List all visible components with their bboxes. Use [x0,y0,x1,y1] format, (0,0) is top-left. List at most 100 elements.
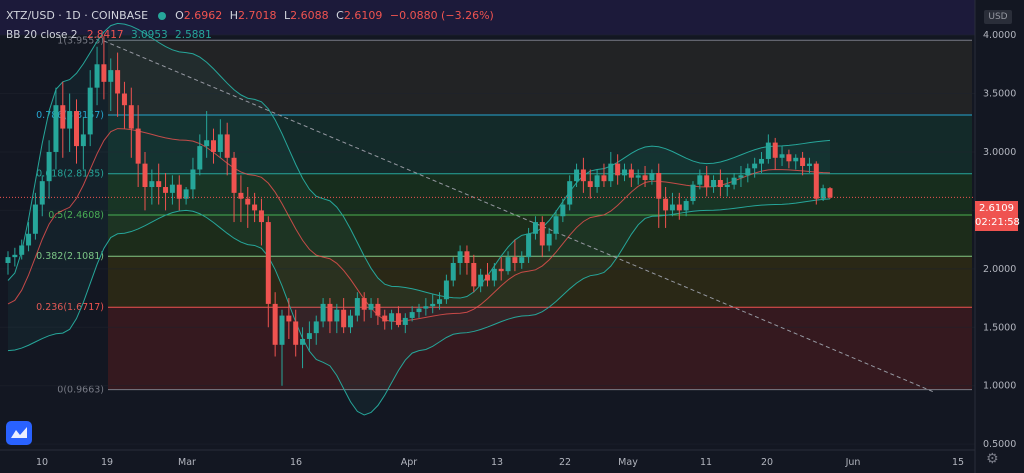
candle-body [519,257,525,263]
candle-body [437,299,443,304]
candle-body [60,105,66,129]
candle-body [546,233,552,246]
candle-body [793,157,799,162]
candle-body [300,338,306,345]
bollinger-name: BB 20 close 2 [6,29,78,41]
bollinger-upper-line [7,22,831,299]
candle-body [478,274,484,287]
candle-body [67,111,73,129]
candle-body [800,157,806,166]
candle-body [642,175,648,180]
candle-body [560,204,566,217]
price-tick-label: 1.5000 [983,322,1016,333]
candle-body [567,181,573,205]
time-tick-label: 19 [101,457,113,468]
candle-body [320,303,326,322]
fib-zone [108,256,972,308]
candle-body [786,154,792,162]
candle-body [416,308,422,313]
candle-body [245,198,251,205]
candle-body [101,64,107,82]
symbol-label[interactable]: XTZ/USD · 1D · COINBASE [6,9,149,22]
candle-body [491,268,497,281]
price-tick-label: 2.0000 [983,264,1016,275]
gear-icon[interactable]: ⚙ [986,451,999,467]
candle-body [5,257,11,263]
open-value: 2.6962 [183,9,223,22]
candle-body [183,189,189,199]
candle-body [128,105,134,129]
candle-body [628,169,634,178]
change-value: −0.0880 (−3.26%) [389,9,494,22]
candle-body [423,306,429,309]
fib-label: 0.618(2.8135) [36,169,104,180]
candle-body [368,303,374,310]
candle-body [204,140,210,147]
candle-body [580,169,586,182]
candle-body [327,303,333,322]
candle-body [601,175,607,182]
bar-countdown: 02:21:58 [975,217,1020,228]
candle-body [74,111,79,147]
high-key: H [229,9,239,22]
bollinger-legend[interactable]: BB 20 close 2 2.8417 3.0953 2.5881 [6,29,212,41]
candle-body [553,216,559,234]
candle-body [820,188,826,199]
tradingview-logo-icon[interactable] [6,421,32,445]
candle-body [224,134,230,158]
fib-label: 0.382(2.1081) [36,251,104,262]
bollinger-fill [8,23,830,415]
candle-body [334,309,340,322]
candle-body [457,251,463,263]
candle-body [669,204,675,211]
close-value: 2.6109 [343,9,383,22]
candle-body [443,280,449,300]
candle-body [39,181,45,205]
candle-body [361,298,367,310]
candle-body [341,309,347,328]
candle-body [587,181,593,188]
candle-body [115,70,121,94]
candle-body [656,172,662,199]
candle-body [532,222,538,234]
last-price-tag: 2.6109 02:21:58 [975,201,1020,231]
candle-body [149,181,155,188]
candle-body [87,87,93,135]
high-value: 2.7018 [238,9,277,22]
bollinger-lower-value: 2.5881 [175,29,212,41]
candle-body [272,303,278,345]
trend-line [103,40,933,393]
candle-body [704,175,710,188]
time-tick-label: 11 [700,457,712,468]
candle-body [80,134,86,147]
candle-body [615,163,621,176]
candle-body [389,313,395,322]
candle-body [19,245,25,255]
candle-body [813,163,819,199]
time-tick-label: Mar [178,457,196,468]
candle-body [163,187,169,193]
time-tick-label: 22 [559,457,571,468]
fib-label: 0.5(2.4608) [48,210,104,221]
candle-body [382,315,388,322]
candle-body [402,317,408,325]
price-tick-label: 3.5000 [983,89,1016,100]
time-tick-label: 20 [761,457,773,468]
fib-zone [108,115,972,174]
candle-body [354,298,360,316]
candle-body [190,169,196,190]
candle-body [485,274,490,281]
candle-body [142,163,148,188]
candle-body [156,181,162,188]
candle-body [12,254,18,258]
currency-button[interactable]: USD [984,10,1012,24]
candle-body [217,134,223,152]
candle-body [745,168,751,176]
bollinger-middle-value: 3.0953 [130,29,168,41]
candle-body [635,175,641,178]
candle-body [827,188,833,198]
candle-body [395,313,401,325]
candle-body [772,142,778,158]
candle-body [409,312,415,318]
